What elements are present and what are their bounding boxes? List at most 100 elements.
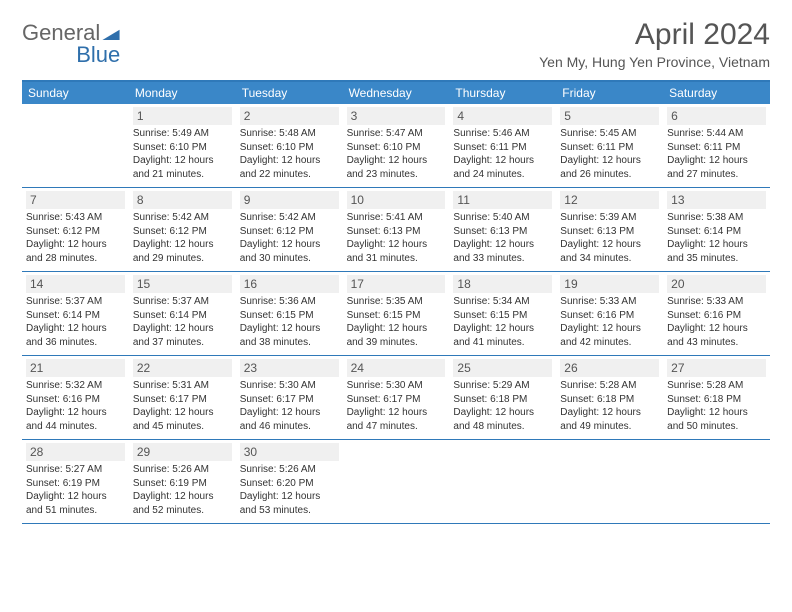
daylight-line: Daylight: 12 hours and 41 minutes. xyxy=(453,322,552,349)
sunrise-line: Sunrise: 5:30 AM xyxy=(240,379,339,393)
daylight-line: Daylight: 12 hours and 38 minutes. xyxy=(240,322,339,349)
day-cell: 29Sunrise: 5:26 AMSunset: 6:19 PMDayligh… xyxy=(129,440,236,523)
day-number: 3 xyxy=(347,107,446,125)
day-info: Sunrise: 5:42 AMSunset: 6:12 PMDaylight:… xyxy=(240,211,339,265)
day-info: Sunrise: 5:49 AMSunset: 6:10 PMDaylight:… xyxy=(133,127,232,181)
sunset-line: Sunset: 6:16 PM xyxy=(667,309,766,323)
day-number: 18 xyxy=(453,275,552,293)
daylight-line: Daylight: 12 hours and 50 minutes. xyxy=(667,406,766,433)
day-number: 1 xyxy=(133,107,232,125)
day-number: 6 xyxy=(667,107,766,125)
day-cell: 26Sunrise: 5:28 AMSunset: 6:18 PMDayligh… xyxy=(556,356,663,439)
sunrise-line: Sunrise: 5:34 AM xyxy=(453,295,552,309)
sunset-line: Sunset: 6:20 PM xyxy=(240,477,339,491)
day-cell: 28Sunrise: 5:27 AMSunset: 6:19 PMDayligh… xyxy=(22,440,129,523)
day-number: 14 xyxy=(26,275,125,293)
sunrise-line: Sunrise: 5:41 AM xyxy=(347,211,446,225)
daylight-line: Daylight: 12 hours and 44 minutes. xyxy=(26,406,125,433)
day-info: Sunrise: 5:31 AMSunset: 6:17 PMDaylight:… xyxy=(133,379,232,433)
day-info: Sunrise: 5:35 AMSunset: 6:15 PMDaylight:… xyxy=(347,295,446,349)
daylight-line: Daylight: 12 hours and 45 minutes. xyxy=(133,406,232,433)
daylight-line: Daylight: 12 hours and 27 minutes. xyxy=(667,154,766,181)
day-cell: 11Sunrise: 5:40 AMSunset: 6:13 PMDayligh… xyxy=(449,188,556,271)
weekday-wednesday: Wednesday xyxy=(343,82,450,104)
day-info: Sunrise: 5:48 AMSunset: 6:10 PMDaylight:… xyxy=(240,127,339,181)
day-cell: 20Sunrise: 5:33 AMSunset: 6:16 PMDayligh… xyxy=(663,272,770,355)
sunset-line: Sunset: 6:16 PM xyxy=(560,309,659,323)
day-number: 5 xyxy=(560,107,659,125)
day-number: 7 xyxy=(26,191,125,209)
day-number: 10 xyxy=(347,191,446,209)
sunrise-line: Sunrise: 5:31 AM xyxy=(133,379,232,393)
day-number: 25 xyxy=(453,359,552,377)
day-info: Sunrise: 5:45 AMSunset: 6:11 PMDaylight:… xyxy=(560,127,659,181)
sunset-line: Sunset: 6:11 PM xyxy=(560,141,659,155)
day-number: 17 xyxy=(347,275,446,293)
day-info: Sunrise: 5:43 AMSunset: 6:12 PMDaylight:… xyxy=(26,211,125,265)
sunrise-line: Sunrise: 5:37 AM xyxy=(26,295,125,309)
daylight-line: Daylight: 12 hours and 36 minutes. xyxy=(26,322,125,349)
empty-cell xyxy=(449,440,556,523)
weekday-sunday: Sunday xyxy=(22,82,129,104)
daylight-line: Daylight: 12 hours and 47 minutes. xyxy=(347,406,446,433)
sunrise-line: Sunrise: 5:35 AM xyxy=(347,295,446,309)
day-info: Sunrise: 5:44 AMSunset: 6:11 PMDaylight:… xyxy=(667,127,766,181)
sunrise-line: Sunrise: 5:42 AM xyxy=(133,211,232,225)
day-cell: 27Sunrise: 5:28 AMSunset: 6:18 PMDayligh… xyxy=(663,356,770,439)
logo-text-2: Blue xyxy=(22,44,120,66)
day-cell: 12Sunrise: 5:39 AMSunset: 6:13 PMDayligh… xyxy=(556,188,663,271)
logo: GeneralBlue xyxy=(22,18,120,66)
week-row: 28 Sunrise: 5:27 AMSunset: 6:19 PM Dayligh… xyxy=(22,440,770,524)
day-number: 4 xyxy=(453,107,552,125)
daylight-line: Daylight: 12 hours and 35 minutes. xyxy=(667,238,766,265)
sunrise-line: Sunrise: 5:29 AM xyxy=(453,379,552,393)
daylight-line: Daylight: 12 hours and 39 minutes. xyxy=(347,322,446,349)
week-row: 21Sunrise: 5:32 AMSunset: 6:16 PMDayligh… xyxy=(22,356,770,440)
daylight-line: Daylight: 12 hours and 48 minutes. xyxy=(453,406,552,433)
day-cell: 5 Sunrise: 5:45 AMSunset: 6:11 PMDaylight… xyxy=(556,104,663,187)
day-info: Sunrise: 5:34 AMSunset: 6:15 PMDaylight:… xyxy=(453,295,552,349)
day-info: Sunrise: 5:26 AMSunset: 6:19 PMDaylight:… xyxy=(133,463,232,517)
calendar: SundayMondayTuesdayWednesdayThursdayFrid… xyxy=(22,80,770,524)
empty-cell xyxy=(343,440,450,523)
daylight-line: Daylight: 12 hours and 26 minutes. xyxy=(560,154,659,181)
sunset-line: Sunset: 6:11 PM xyxy=(667,141,766,155)
day-info: Sunrise: 5:38 AMSunset: 6:14 PMDaylight:… xyxy=(667,211,766,265)
weekday-tuesday: Tuesday xyxy=(236,82,343,104)
sunrise-line: Sunrise: 5:44 AM xyxy=(667,127,766,141)
day-cell: 1 Sunrise: 5:49 AMSunset: 6:10 PMDaylight… xyxy=(129,104,236,187)
weekday-saturday: Saturday xyxy=(663,82,770,104)
day-info: Sunrise: 5:26 AMSunset: 6:20 PMDaylight:… xyxy=(240,463,339,517)
sunrise-line: Sunrise: 5:46 AM xyxy=(453,127,552,141)
daylight-line: Daylight: 12 hours and 23 minutes. xyxy=(347,154,446,181)
day-number: 28 xyxy=(26,443,125,461)
sunset-line: Sunset: 6:10 PM xyxy=(240,141,339,155)
sunrise-line: Sunrise: 5:40 AM xyxy=(453,211,552,225)
day-info: Sunrise: 5:37 AMSunset: 6:14 PMDaylight:… xyxy=(26,295,125,349)
sunset-line: Sunset: 6:19 PM xyxy=(26,477,125,491)
day-cell: 6 Sunrise: 5:44 AMSunset: 6:11 PMDaylight… xyxy=(663,104,770,187)
sunset-line: Sunset: 6:18 PM xyxy=(667,393,766,407)
sunrise-line: Sunrise: 5:43 AM xyxy=(26,211,125,225)
day-number: 2 xyxy=(240,107,339,125)
sunset-line: Sunset: 6:17 PM xyxy=(240,393,339,407)
day-number: 15 xyxy=(133,275,232,293)
day-number: 23 xyxy=(240,359,339,377)
daylight-line: Daylight: 12 hours and 31 minutes. xyxy=(347,238,446,265)
day-cell: 8Sunrise: 5:42 AMSunset: 6:12 PMDaylight… xyxy=(129,188,236,271)
sunset-line: Sunset: 6:14 PM xyxy=(26,309,125,323)
sunrise-line: Sunrise: 5:27 AM xyxy=(26,463,125,477)
day-cell: 13Sunrise: 5:38 AMSunset: 6:14 PMDayligh… xyxy=(663,188,770,271)
sunset-line: Sunset: 6:13 PM xyxy=(560,225,659,239)
day-info: Sunrise: 5:46 AMSunset: 6:11 PMDaylight:… xyxy=(453,127,552,181)
daylight-line: Daylight: 12 hours and 53 minutes. xyxy=(240,490,339,517)
daylight-line: Daylight: 12 hours and 43 minutes. xyxy=(667,322,766,349)
sunset-line: Sunset: 6:15 PM xyxy=(347,309,446,323)
day-info: Sunrise: 5:30 AMSunset: 6:17 PMDaylight:… xyxy=(347,379,446,433)
sunset-line: Sunset: 6:12 PM xyxy=(240,225,339,239)
empty-cell xyxy=(22,104,129,187)
daylight-line: Daylight: 12 hours and 28 minutes. xyxy=(26,238,125,265)
sunrise-line: Sunrise: 5:38 AM xyxy=(667,211,766,225)
sunset-line: Sunset: 6:18 PM xyxy=(560,393,659,407)
month-title: April 2024 xyxy=(539,18,770,52)
